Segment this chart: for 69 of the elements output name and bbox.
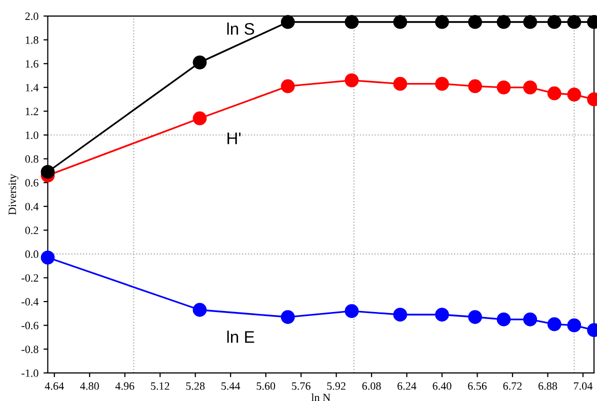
point: [496, 15, 511, 29]
point: [344, 73, 359, 88]
point: [523, 312, 538, 326]
x-tick-label: 6.88: [538, 382, 558, 390]
x-tick-label: 5.60: [256, 382, 276, 390]
point: [280, 310, 295, 324]
x-tick-label: 4.64: [44, 382, 64, 390]
point: [567, 318, 582, 332]
y-tick-label: 0.6: [25, 179, 38, 187]
x-axis-title: ln N: [311, 393, 330, 401]
y-tick-label: 0.4: [25, 202, 39, 210]
y-tick-label: 0.8: [25, 155, 38, 163]
y-tick-label: 1.6: [26, 60, 38, 68]
y-tick-label: 0.2: [25, 226, 38, 234]
y-tick-label: -1.0: [22, 369, 38, 377]
x-tick-label: 6.40: [432, 382, 452, 390]
y-tick-label: 2.0: [25, 12, 38, 20]
y-tick-label: -0.2: [22, 274, 38, 282]
x-tick-label: 5.92: [327, 382, 346, 390]
point: [344, 304, 359, 318]
y-tick-label: 1.8: [26, 36, 38, 44]
x-tick-label: 5.28: [186, 382, 205, 390]
y-tick-label: 1.0: [26, 131, 38, 140]
point: [280, 15, 295, 29]
point: [523, 80, 538, 94]
point: [567, 15, 582, 29]
point: [344, 15, 359, 29]
point: [468, 15, 482, 29]
point: [547, 86, 562, 100]
point: [547, 15, 562, 29]
point: [468, 79, 482, 94]
point: [523, 15, 538, 29]
point: [468, 310, 482, 324]
point: [435, 76, 449, 91]
y-axis-title: Diversity: [8, 174, 18, 215]
point: [280, 79, 295, 94]
y-tick-label: -0.6: [22, 322, 38, 330]
series-label: H': [228, 132, 241, 144]
x-tick-label: 6.56: [468, 382, 487, 390]
point: [435, 15, 449, 29]
y-tick-label: -0.4: [22, 298, 39, 306]
y-tick-label: 1.2: [26, 108, 38, 116]
x-tick-label: 6.72: [503, 382, 522, 390]
series-label: ln E: [227, 330, 254, 343]
series-label: ln S: [227, 22, 254, 35]
point: [393, 15, 408, 29]
x-tick-label: 6.24: [398, 382, 416, 390]
x-tick-label: 4.80: [80, 382, 99, 390]
point: [192, 55, 207, 70]
x-tick-label: 5.44: [222, 382, 240, 390]
x-tick-label: 4.96: [115, 382, 134, 390]
point: [40, 164, 55, 179]
point: [567, 88, 582, 102]
y-tick-label: -0.8: [22, 346, 38, 354]
point: [393, 308, 408, 322]
point: [496, 80, 511, 94]
point: [435, 308, 449, 322]
x-tick-label: 5.12: [151, 382, 170, 390]
y-tick-label: 0.0: [25, 250, 38, 258]
point: [547, 317, 562, 332]
y-tick-label: 1.4: [26, 84, 39, 92]
point: [192, 111, 207, 126]
point: [40, 250, 55, 264]
point: [496, 312, 511, 326]
point: [393, 76, 408, 91]
x-tick-label: 7.04: [574, 382, 593, 390]
x-tick-label: 5.76: [292, 382, 310, 390]
x-tick-label: 6.08: [362, 382, 381, 390]
point: [192, 302, 207, 317]
